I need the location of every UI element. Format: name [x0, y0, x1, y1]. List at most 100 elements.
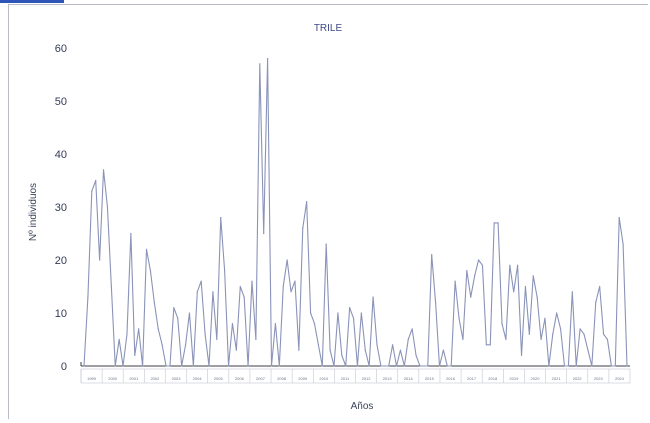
data-point: [231, 323, 234, 325]
y-tick-label: 20: [55, 255, 67, 267]
data-point: [474, 275, 476, 277]
data-point: [251, 280, 253, 282]
data-point: [364, 349, 366, 351]
data-point: [235, 349, 237, 351]
data-point: [169, 365, 171, 367]
data-point: [302, 227, 304, 229]
data-point: [227, 365, 230, 367]
data-point: [298, 349, 300, 351]
data-point: [528, 333, 530, 335]
data-point: [567, 365, 570, 367]
year-label: 2024: [615, 376, 625, 381]
data-point: [360, 312, 362, 314]
data-point: [208, 365, 210, 367]
data-point: [395, 365, 398, 367]
data-point: [153, 301, 155, 303]
data-point: [181, 365, 183, 367]
data-point: [501, 323, 503, 325]
data-point: [130, 232, 132, 235]
data-point: [286, 259, 288, 261]
y-tick-label: 40: [55, 149, 67, 161]
data-point: [102, 169, 105, 171]
data-point: [481, 264, 484, 266]
data-point: [263, 232, 265, 235]
data-point: [403, 365, 405, 367]
data-point: [411, 328, 413, 330]
year-label: 1999: [87, 376, 97, 381]
data-point: [157, 328, 159, 330]
data-point: [220, 217, 222, 219]
data-point: [540, 338, 542, 341]
header-accent-bar: [0, 0, 64, 3]
data-point: [188, 312, 191, 314]
data-point: [341, 354, 343, 356]
chart-title: TRILE: [314, 23, 343, 34]
year-label: 2015: [425, 376, 435, 381]
year-label: 2006: [235, 376, 245, 381]
data-point: [595, 301, 597, 303]
data-point: [99, 259, 101, 261]
year-label: 2020: [531, 376, 541, 381]
data-point: [325, 243, 327, 245]
data-point: [392, 344, 394, 346]
data-point: [372, 296, 374, 298]
year-label: 2021: [552, 376, 562, 381]
data-point: [114, 365, 116, 367]
data-point: [575, 365, 577, 367]
data-point: [423, 365, 425, 367]
data-point: [122, 365, 124, 367]
data-point: [384, 365, 386, 367]
data-point: [622, 243, 624, 245]
data-point: [493, 222, 495, 224]
y-tick-label: 10: [55, 308, 67, 320]
data-point: [442, 349, 444, 351]
data-point: [200, 280, 202, 282]
year-label: 2011: [341, 376, 350, 381]
data-point: [505, 338, 507, 341]
data-point: [173, 307, 175, 309]
data-point: [184, 344, 187, 346]
data-point: [571, 291, 573, 293]
data-point: [388, 365, 390, 367]
data-point: [559, 328, 562, 330]
frame-left-border: [8, 4, 9, 419]
data-point: [587, 349, 589, 351]
data-point: [317, 344, 319, 346]
data-point: [274, 323, 277, 325]
data-point: [270, 365, 273, 367]
data-point: [145, 248, 148, 250]
year-label: 2019: [509, 376, 519, 381]
data-point: [427, 365, 429, 367]
data-point: [126, 333, 128, 335]
data-point: [333, 365, 335, 367]
data-point: [610, 365, 612, 367]
data-point: [583, 333, 585, 335]
data-point: [524, 285, 527, 288]
year-label: 2016: [446, 376, 456, 381]
data-point: [431, 254, 433, 256]
data-point: [278, 365, 280, 367]
x-axis-label: Años: [351, 401, 374, 412]
data-point: [134, 354, 136, 356]
year-label: 2014: [404, 376, 414, 381]
data-point: [462, 338, 464, 341]
data-point: [306, 201, 308, 203]
data-point: [138, 328, 140, 330]
series-line: [83, 58, 628, 367]
data-point: [520, 354, 523, 356]
data-point: [407, 338, 409, 341]
data-point: [313, 323, 316, 325]
year-label: 2012: [362, 376, 372, 381]
data-point: [212, 291, 214, 293]
data-point: [345, 365, 347, 367]
data-point: [87, 296, 89, 298]
year-label: 2013: [383, 376, 393, 381]
data-point: [290, 291, 292, 293]
data-point: [458, 317, 460, 319]
data-point: [548, 365, 550, 367]
data-point: [376, 344, 378, 346]
chart: TRILE Años Nº individuos 0 10 20 30 40 50 60 1…: [28, 23, 631, 412]
data-point: [149, 270, 152, 272]
data-point: [477, 259, 480, 261]
data-point: [626, 365, 628, 367]
